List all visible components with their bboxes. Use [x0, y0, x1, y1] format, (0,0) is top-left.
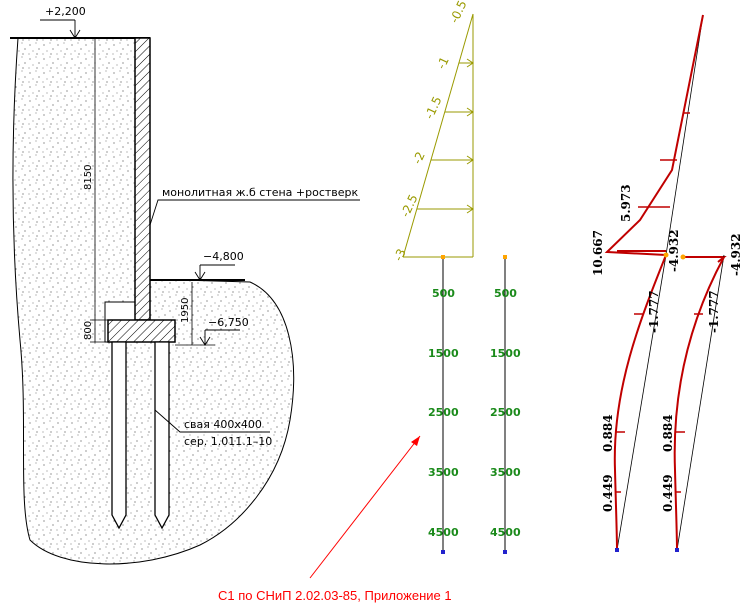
pile-depth-label: 500	[432, 287, 455, 300]
node-marker	[663, 252, 669, 258]
pile-depth-label: 2500	[428, 406, 459, 419]
load-label: -3	[391, 247, 409, 264]
label-pile: свая 400x400	[184, 418, 262, 431]
pile-depth-label: 3500	[490, 466, 521, 479]
pile-cap	[107, 319, 176, 343]
pile-depth-label: 4500	[490, 526, 521, 539]
elevation-marker-icon	[199, 329, 240, 346]
elevation-top: +2,200	[45, 5, 86, 18]
load-labels: -0.5 -1 -1.5 -2 -2.5 -3	[391, 0, 470, 263]
pile-depth-label: 1500	[490, 347, 521, 360]
moment-value: 0.449	[661, 474, 675, 512]
cross-section: +2,200 −4,800 −6,750 8150 800 1950 монол…	[10, 5, 360, 565]
pile-depth-label: 2500	[490, 406, 521, 419]
base-marker	[441, 550, 445, 554]
pile-left	[111, 341, 127, 530]
load-diagram	[402, 13, 474, 258]
pile-depth-label: 1500	[428, 347, 459, 360]
moment-value: 0.449	[601, 474, 615, 512]
elevation-marker-icon	[40, 19, 81, 39]
node-marker	[680, 254, 686, 260]
elevation-mid: −4,800	[203, 250, 244, 263]
moment-value: -4.932	[667, 229, 681, 272]
note-arrow	[309, 435, 421, 579]
moment-value: -1.777	[647, 290, 661, 333]
pile-scale-right: 500 1500 2500 3500 4500	[490, 255, 521, 554]
elevation-marker-icon	[194, 264, 235, 281]
load-envelope	[402, 13, 474, 258]
load-label: -0.5	[447, 0, 470, 25]
pile-depth-label: 3500	[428, 466, 459, 479]
moment-diagram-right: -4.932 -1.777 0.884 0.449	[661, 233, 743, 552]
moment-diagram-left: 10.667 5.973 -4.932 -1.777 0.884 0.449	[591, 14, 704, 552]
load-arrows	[417, 58, 474, 214]
elevation-bottom: −6,750	[208, 316, 249, 329]
moment-value: -4.932	[729, 233, 743, 276]
pile-right	[154, 341, 170, 530]
retaining-wall	[134, 37, 151, 321]
label-pile-series: сер. 1.011.1–10	[184, 435, 272, 448]
load-label: -2.5	[398, 192, 421, 219]
dimension-grillage: 800	[83, 321, 94, 340]
base-marker	[503, 550, 507, 554]
moment-value: 0.884	[661, 414, 675, 452]
note-text: С1 по СНиП 2.02.03-85, Приложение 1	[218, 588, 452, 603]
dimension-wall: 8150	[83, 165, 94, 190]
pile-scale-left: 500 1500 2500 3500 4500	[428, 255, 459, 554]
note-group: С1 по СНиП 2.02.03-85, Приложение 1	[218, 435, 452, 603]
node-marker	[503, 255, 507, 259]
load-label: -2	[410, 150, 428, 167]
load-label: -1.5	[422, 94, 445, 121]
leader-wall	[149, 199, 360, 226]
moment-value: -1.777	[707, 290, 721, 333]
arrowhead-icon	[411, 436, 420, 446]
moment-value: 10.667	[591, 230, 605, 276]
base-marker	[615, 548, 619, 552]
base-marker	[675, 548, 679, 552]
pile-depth-label: 4500	[428, 526, 459, 539]
moment-value: 0.884	[601, 414, 615, 452]
label-wall: монолитная ж.б стена +ростверк	[162, 186, 359, 199]
pile-depth-label: 500	[494, 287, 517, 300]
leader-pile	[154, 409, 270, 433]
load-label: -1	[434, 55, 452, 72]
dimension-depth: 1950	[180, 298, 191, 323]
node-marker	[441, 255, 445, 259]
soil-mass	[12, 37, 295, 565]
moment-value: 5.973	[619, 184, 633, 222]
